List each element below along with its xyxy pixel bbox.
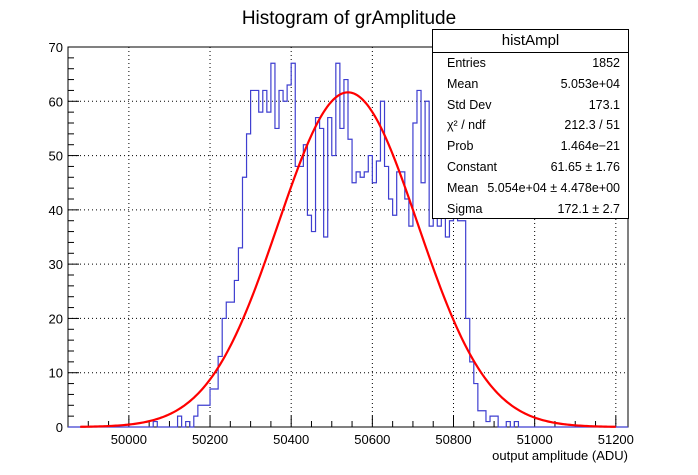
stats-row-value: 212.3 / 51 xyxy=(564,118,620,133)
x-tick-label: 50200 xyxy=(192,432,228,447)
stats-row-value: 1852 xyxy=(592,56,620,70)
x-tick-label: 50800 xyxy=(435,432,471,447)
stats-row-value: 5.054e+04 ± 4.478e+00 xyxy=(487,180,620,195)
stats-row-label: Prob xyxy=(447,139,474,154)
gaussian-fit-curve xyxy=(80,91,616,428)
stats-row: Constant 61.65 ± 1.76 xyxy=(433,157,628,178)
x-axis-label: output amplitude (ADU) xyxy=(492,448,628,463)
x-tick-label: 50000 xyxy=(111,432,147,447)
y-tick-label: 60 xyxy=(49,94,63,109)
y-tick-label: 40 xyxy=(49,203,63,218)
y-tick-label: 10 xyxy=(49,366,63,381)
stats-row-value: 172.1 ± 2.7 xyxy=(557,201,620,216)
stats-row-label: Mean xyxy=(447,76,479,91)
stats-box-title: histAmpl xyxy=(433,30,628,53)
plot-frame xyxy=(67,46,629,428)
x-tick-label: 51000 xyxy=(517,432,553,447)
y-tick-label: 0 xyxy=(56,420,63,435)
stats-row-value: 5.053e+04 xyxy=(560,76,620,91)
y-axis-ticks: 0 10 20 30 40 50 60 70 xyxy=(49,40,79,435)
stats-row: Sigma 172.1 ± 2.7 xyxy=(433,199,628,220)
x-tick-label: 51200 xyxy=(598,432,634,447)
x-axis-ticks: 50000 50200 50400 50600 50800 51000 51200 xyxy=(67,416,634,447)
axes xyxy=(67,46,629,428)
stats-row: Prob 1.464e−21 xyxy=(433,136,628,157)
x-tick-label: 50400 xyxy=(273,432,309,447)
y-tick-label: 50 xyxy=(49,149,63,164)
stats-row-label: Constant xyxy=(447,159,498,174)
stats-row-value: 173.1 xyxy=(588,97,620,112)
stats-row-label: χ² / ndf xyxy=(447,118,486,133)
stats-row-label: Sigma xyxy=(447,201,483,216)
stats-box: histAmpl Entries 1852 Mean 5.053e+04 Std Dev… xyxy=(432,29,629,219)
y-tick-label: 30 xyxy=(49,257,63,272)
stats-rows: Entries 1852 Mean 5.053e+04 Std Dev 173.1 χ² /… xyxy=(433,53,628,219)
stats-row-label: Entries xyxy=(447,56,486,70)
stats-row-label: Std Dev xyxy=(447,97,492,112)
y-tick-label: 20 xyxy=(49,311,63,326)
stats-row: Std Dev 173.1 xyxy=(433,95,628,116)
stats-row: Entries 1852 xyxy=(433,53,628,74)
stats-row-value: 1.464e−21 xyxy=(560,139,620,154)
stats-row: Mean 5.054e+04 ± 4.478e+00 xyxy=(433,178,628,199)
stats-row: χ² / ndf 212.3 / 51 xyxy=(433,115,628,136)
stats-row-value: 61.65 ± 1.76 xyxy=(550,159,620,174)
y-tick-label: 70 xyxy=(49,40,63,55)
stats-row-label: Mean xyxy=(447,180,479,195)
chart-title: Histogram of grAmplitude xyxy=(242,8,456,29)
stats-row: Mean 5.053e+04 xyxy=(433,74,628,95)
x-tick-label: 50600 xyxy=(354,432,390,447)
